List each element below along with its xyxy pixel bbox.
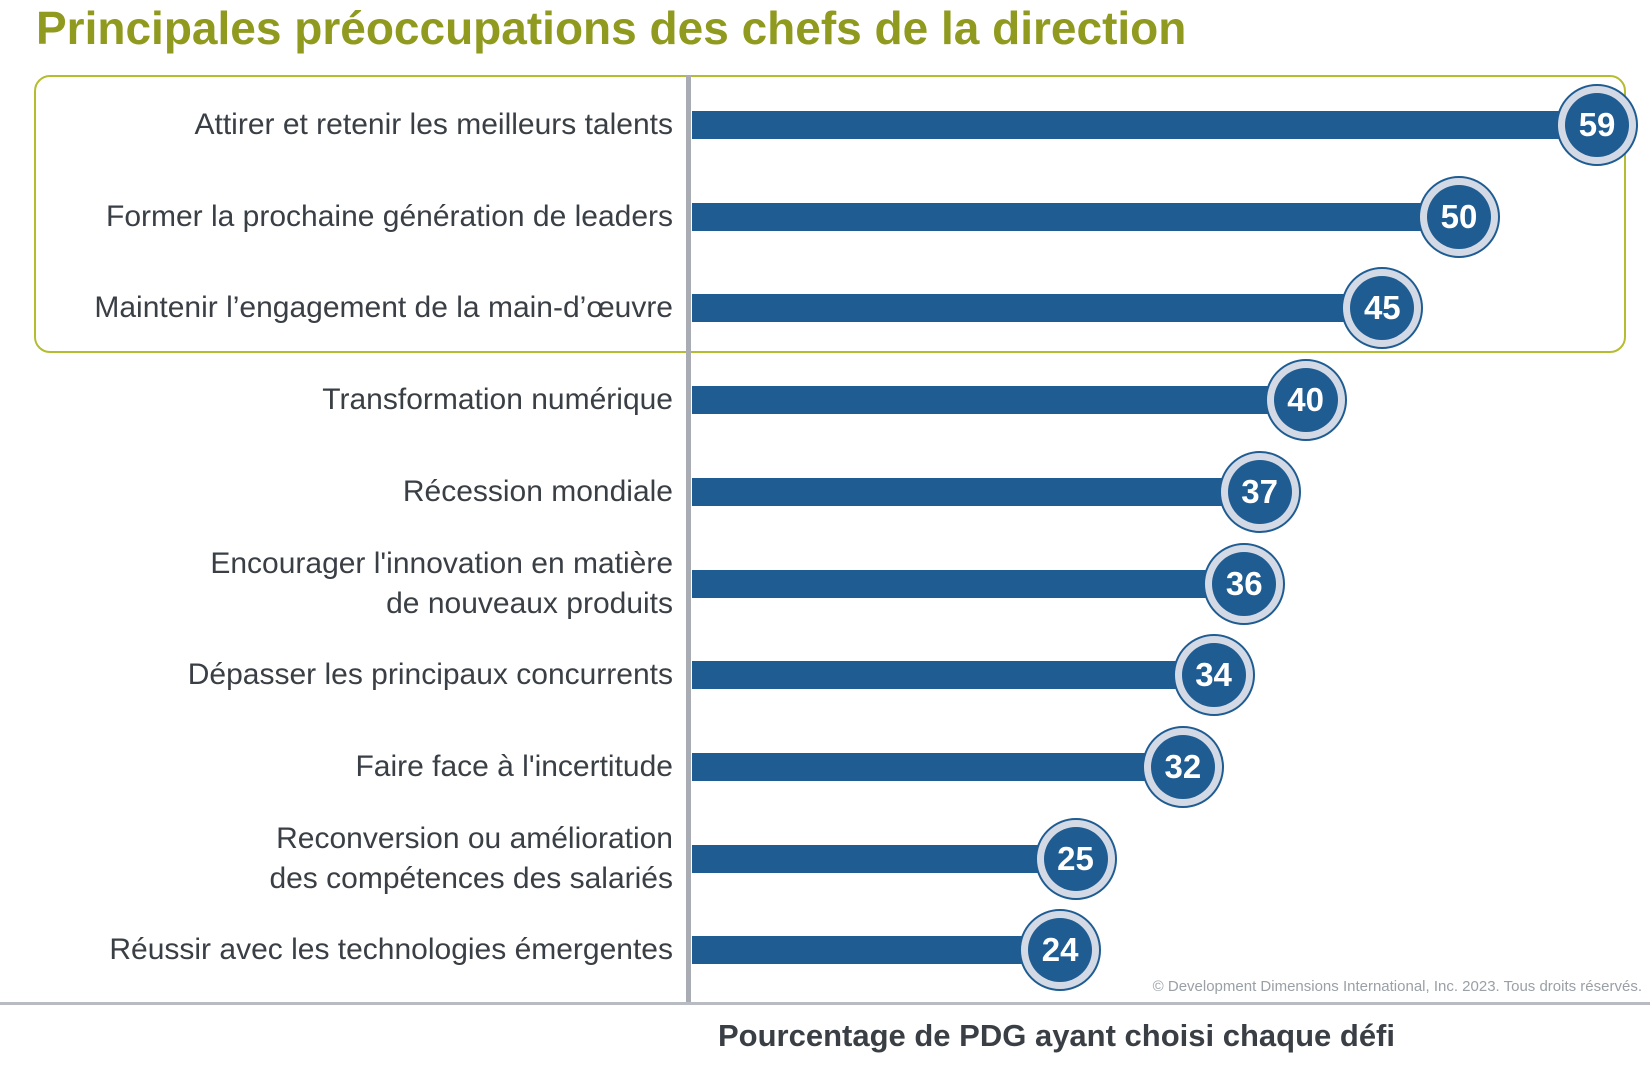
category-label-line: Encourager l'innovation en matière: [210, 546, 673, 580]
category-label-line: Maintenir l’engagement de la main-d’œuvr…: [94, 291, 673, 325]
data-label: 25: [1043, 826, 1108, 891]
bar: [692, 386, 1306, 415]
category-label-line: Faire face à l'incertitude: [355, 749, 673, 783]
bar: [692, 844, 1076, 873]
data-label: 34: [1181, 643, 1246, 708]
category-label: Réussir avec les technologies émergentes: [13, 930, 673, 970]
top-three-highlight-box: [34, 75, 1626, 353]
category-label: Former la prochaine génération de leader…: [13, 197, 673, 237]
bar: [692, 661, 1214, 690]
category-label: Reconversion ou amélioration des compéten…: [13, 819, 673, 899]
bar: [692, 111, 1598, 139]
value-badge: 25: [1034, 817, 1117, 900]
category-label-line: Reconversion ou amélioration: [276, 821, 673, 855]
value-badge: 50: [1418, 175, 1500, 258]
bar: [692, 752, 1183, 781]
data-label: 24: [1028, 918, 1093, 983]
value-badge: 40: [1264, 359, 1347, 442]
category-label: Dépasser les principaux concurrents: [13, 655, 673, 695]
bar: [692, 294, 1383, 323]
category-axis-line: [686, 75, 691, 1003]
value-badge: 34: [1172, 634, 1255, 717]
data-label: 40: [1273, 368, 1338, 433]
value-badge: 37: [1218, 450, 1301, 533]
category-label-line: de nouveaux produits: [386, 586, 673, 620]
data-label: 50: [1427, 184, 1491, 249]
data-label: 37: [1227, 459, 1292, 524]
category-label-line: des compétences des salariés: [269, 861, 673, 895]
bar: [692, 477, 1260, 506]
value-badge: 59: [1556, 84, 1639, 166]
value-badge: 36: [1203, 542, 1286, 625]
bar: [692, 202, 1459, 231]
data-label: 45: [1350, 276, 1415, 341]
bar: [692, 569, 1245, 598]
data-label: 59: [1565, 93, 1630, 157]
x-axis-label: Pourcentage de PDG ayant choisi chaque d…: [717, 1018, 1395, 1053]
category-label: Transformation numérique: [13, 380, 673, 420]
category-label: Encourager l'innovation en matière de nou…: [13, 544, 673, 624]
category-label-line: Former la prochaine génération de leader…: [106, 199, 673, 233]
category-label: Faire face à l'incertitude: [13, 747, 673, 787]
category-label: Attirer et retenir les meilleurs talents: [13, 105, 673, 145]
category-label-line: Récession mondiale: [402, 474, 673, 508]
chart-baseline: [0, 1002, 1650, 1005]
copyright-notice: © Development Dimensions International, …: [1152, 978, 1642, 995]
category-label-line: Attirer et retenir les meilleurs talents: [194, 108, 673, 141]
value-badge: 32: [1141, 725, 1224, 808]
category-label: Récession mondiale: [13, 472, 673, 512]
category-label-line: Transformation numérique: [322, 383, 673, 417]
value-badge: 24: [1019, 909, 1102, 992]
category-label: Maintenir l’engagement de la main-d’œuvr…: [13, 288, 673, 328]
value-badge: 45: [1341, 267, 1424, 350]
chart-title: Principales préoccupations des chefs de …: [36, 2, 1187, 54]
bar: [692, 936, 1061, 965]
data-label: 32: [1150, 734, 1215, 799]
category-label-line: Dépasser les principaux concurrents: [187, 658, 673, 692]
category-label-line: Réussir avec les technologies émergentes: [109, 933, 673, 967]
data-label: 36: [1212, 551, 1277, 616]
